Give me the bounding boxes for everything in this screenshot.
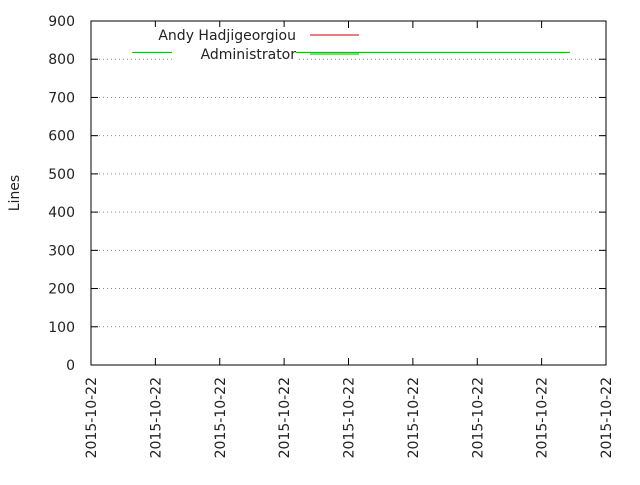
x-tick-label: 2015-10-22: [599, 377, 615, 458]
grid-lines: [91, 58, 606, 328]
legend-label: Andy Hadjigeorgiou: [158, 28, 296, 44]
x-tick-label: 2015-10-22: [84, 377, 100, 458]
y-tick-label: 900: [48, 14, 75, 30]
legend: Andy Hadjigeorgiou Administrator: [122, 27, 359, 63]
y-axis-label: Lines: [7, 175, 23, 211]
y-tick-label: 500: [48, 167, 75, 183]
y-tick-labels: 0 100 200 300 400 500 600 700 800 900: [48, 14, 75, 374]
legend-bg: [122, 27, 296, 43]
axis-ticks: [90, 20, 607, 366]
x-tick-label: 2015-10-22: [342, 377, 358, 458]
y-tick-label: 200: [48, 282, 75, 298]
y-tick-label: 600: [48, 129, 75, 145]
x-tick-label: 2015-10-22: [535, 377, 551, 458]
y-tick-label: 0: [66, 358, 75, 374]
legend-bg: [172, 46, 296, 62]
x-tick-label: 2015-10-22: [277, 377, 293, 458]
y-tick-label: 400: [48, 205, 75, 221]
x-tick-label: 2015-10-22: [148, 377, 164, 458]
x-tick-labels: 2015-10-22 2015-10-22 2015-10-22 2015-10-22…: [84, 377, 615, 458]
y-tick-label: 100: [48, 320, 75, 336]
x-tick-label: 2015-10-22: [213, 377, 229, 458]
y-tick-label: 700: [48, 90, 75, 106]
y-tick-label: 800: [48, 52, 75, 68]
plot-frame: [90, 20, 607, 366]
legend-label: Administrator: [201, 47, 297, 63]
x-tick-label: 2015-10-22: [406, 377, 422, 458]
y-tick-label: 300: [48, 243, 75, 259]
x-tick-label: 2015-10-22: [470, 377, 486, 458]
